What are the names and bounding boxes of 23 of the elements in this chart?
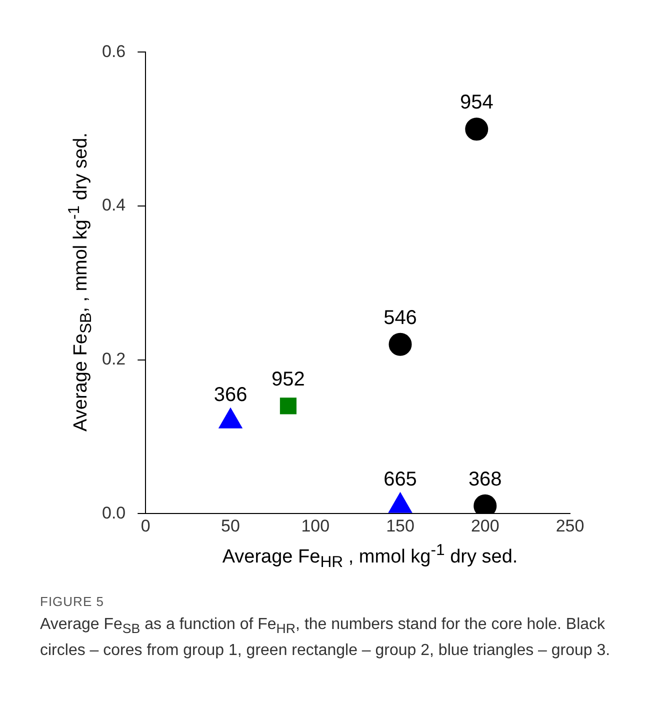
point xyxy=(388,332,412,356)
x-tick-label: 100 xyxy=(301,516,330,536)
annotation: 546 xyxy=(384,306,417,329)
x-tick-label: 150 xyxy=(386,516,414,536)
x-axis-title: Average Fe$_{HR}$ , mmol kg$^{-1}$ dry sed. xyxy=(222,542,518,572)
annotation: 954 xyxy=(460,92,494,114)
x-tick-label: 250 xyxy=(556,516,584,536)
y-tick-label: 0.0 xyxy=(102,503,126,522)
x-tick-label: 0 xyxy=(140,516,150,536)
annotation: 665 xyxy=(384,468,417,490)
annotation: 952 xyxy=(272,368,305,390)
y-tick-label: 0.6 xyxy=(102,42,126,61)
x-tick-label: 50 xyxy=(221,516,240,536)
point xyxy=(465,118,488,141)
y-tick-label: 0.4 xyxy=(102,196,126,215)
annotation: 366 xyxy=(214,384,248,406)
text: Average Fe$_{SB}$ as a function of Fe$_{HR}$, the numbers stand for the core hole. Black circles – cores from group 1, green rectangle – group 2, blue triangles – group 3. xyxy=(40,615,612,662)
x-tick-label: 200 xyxy=(470,516,500,536)
point xyxy=(388,492,412,513)
caption: FIGURE 5 xyxy=(40,594,104,609)
annotation: 368 xyxy=(468,468,502,490)
point xyxy=(280,398,296,414)
y-tick-label: 0.2 xyxy=(102,349,126,368)
